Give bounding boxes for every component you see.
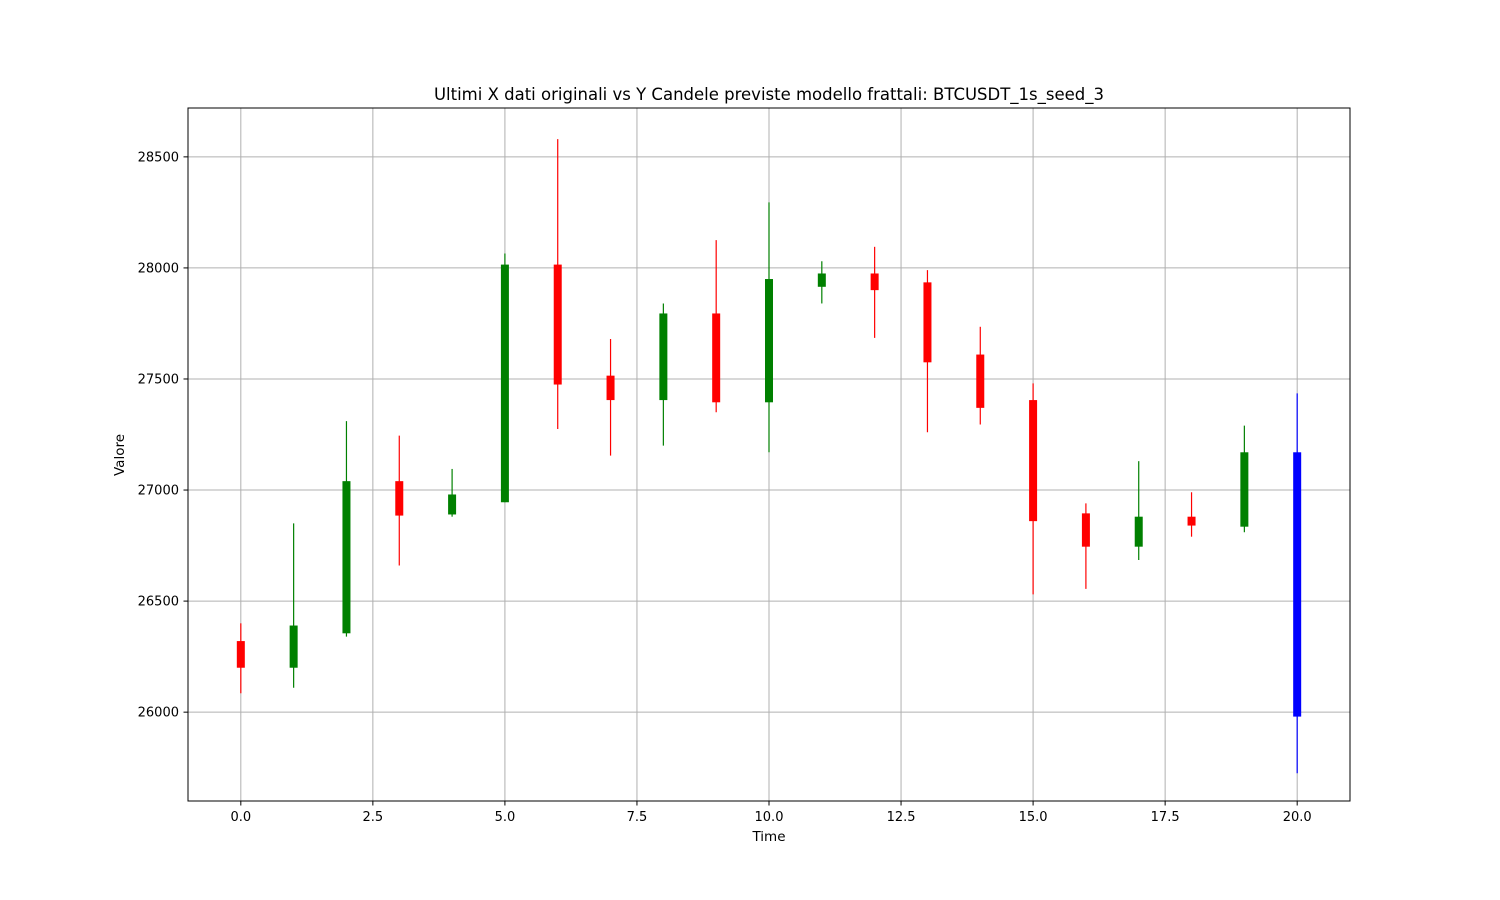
candle-down (1081, 503, 1090, 589)
candle-down (1029, 383, 1038, 595)
y-tick-label: 26000 (138, 706, 179, 721)
candle-body (1029, 400, 1038, 522)
x-tick-label: 15.0 (1019, 810, 1048, 825)
candle-up (1134, 461, 1143, 561)
y-tick-label: 28500 (138, 150, 179, 165)
x-tick-label: 17.5 (1151, 810, 1180, 825)
candle-body (1134, 516, 1143, 547)
candle-down (606, 339, 615, 456)
candle-up (500, 253, 509, 503)
candle-body (448, 494, 457, 515)
candle-up (817, 261, 826, 304)
candles (236, 139, 1302, 774)
candle-down (236, 623, 245, 694)
candle-body (553, 264, 562, 385)
candle-body (1240, 452, 1249, 527)
x-tick-label: 12.5 (887, 810, 916, 825)
y-tick-label: 26500 (138, 595, 179, 610)
candle-up (289, 523, 298, 688)
candle-body (870, 273, 879, 291)
x-axis-label: Time (751, 829, 785, 845)
y-tick-label: 28000 (138, 261, 179, 276)
candle-down (553, 139, 562, 429)
candle-up (659, 303, 668, 446)
y-tick-label: 27000 (138, 484, 179, 499)
candle-up (342, 421, 351, 637)
candle-forecast (1293, 393, 1302, 774)
candle-body (289, 625, 298, 668)
candle-body (1187, 516, 1196, 526)
candle-down (870, 246, 879, 338)
candle-body (395, 481, 404, 516)
x-tick-label: 2.5 (363, 810, 384, 825)
candle-body (765, 279, 773, 403)
x-tick-label: 7.5 (627, 810, 648, 825)
candle-down (395, 435, 404, 566)
candle-body (1293, 452, 1302, 717)
axis-ticks: 0.0 2.5 5.0 7.5 10.0 12.5 15.0 17.5 20.0 26000 265… (138, 150, 1312, 825)
chart-title: Ultimi X dati originali vs Y Candele pre… (434, 85, 1104, 105)
candle-body (659, 313, 668, 401)
x-tick-label: 20.0 (1283, 810, 1312, 825)
x-tick-label: 5.0 (495, 810, 516, 825)
candle-body (1081, 513, 1090, 547)
candle-body (712, 313, 721, 403)
candle-body (923, 282, 932, 363)
candle-down (1187, 492, 1196, 537)
candle-body (606, 375, 615, 401)
candle-up (448, 468, 457, 517)
y-tick-label: 27500 (138, 372, 179, 387)
x-tick-label: 10.0 (755, 810, 784, 825)
y-axis-label: Valore (112, 434, 128, 476)
candle-body (976, 354, 985, 408)
candle-down (712, 240, 721, 413)
candle-up (765, 202, 773, 453)
candle-body (342, 481, 351, 634)
x-tick-label: 0.0 (230, 810, 251, 825)
candle-body (236, 641, 245, 668)
candle-body (817, 273, 826, 287)
candle-body (500, 264, 509, 503)
candle-down (923, 270, 932, 433)
candle-down (976, 326, 985, 425)
candle-up (1240, 425, 1249, 533)
